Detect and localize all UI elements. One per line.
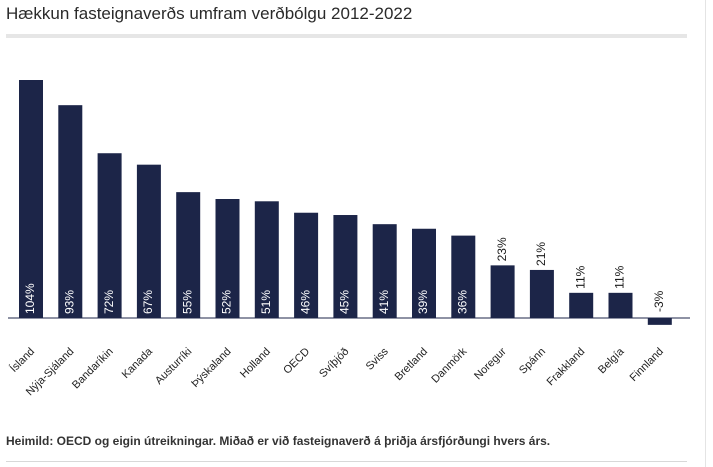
bar — [490, 265, 515, 318]
bar — [215, 199, 240, 318]
bar — [294, 212, 319, 318]
data-label: -3% — [652, 290, 666, 312]
bar — [569, 292, 594, 318]
bar — [529, 269, 554, 318]
data-label: 41% — [377, 290, 391, 314]
category-tick-label: Kanada — [120, 345, 156, 381]
bar — [19, 80, 43, 318]
data-label: 51% — [259, 290, 273, 314]
category-tick-label: Ísland — [7, 345, 37, 375]
data-label: 11% — [613, 265, 627, 288]
bar — [97, 153, 122, 318]
category-tick-label: Bandaríkin — [70, 346, 116, 392]
category-tick-label: Frakkland — [545, 346, 588, 389]
category-tick-label: Bretland — [393, 346, 430, 383]
data-label: 21% — [534, 242, 548, 266]
data-label: 55% — [180, 290, 194, 314]
bottom-divider — [6, 461, 687, 462]
chart-title: Hækkun fasteignaverðs umfram verðbólgu 2… — [6, 4, 413, 23]
data-label: 67% — [141, 290, 155, 314]
category-tick-label: Belgía — [596, 345, 627, 376]
category-tick-label: OECD — [281, 346, 312, 377]
frame-edge — [705, 0, 706, 467]
data-label: 36% — [455, 290, 469, 314]
category-tick-label: Noregur — [472, 345, 509, 382]
bar — [647, 318, 672, 325]
title-divider — [6, 34, 687, 38]
category-tick-label: Finnland — [628, 346, 666, 384]
category-tick-label: Holland — [238, 346, 273, 381]
category-tick-label: Svíþjóð — [317, 346, 351, 380]
data-label: 45% — [338, 290, 352, 314]
data-label: 93% — [62, 290, 76, 314]
category-tick-label: Sviss — [364, 345, 391, 372]
bar — [372, 224, 397, 318]
bar — [451, 235, 476, 318]
data-label: 23% — [495, 237, 509, 261]
bar — [176, 192, 201, 318]
bar-chart: 104%Ísland93%Nýja-Sjáland72%Bandaríkin67… — [7, 80, 690, 398]
bar — [333, 215, 358, 318]
bar — [608, 292, 633, 318]
category-tick-label: Spánn — [517, 346, 548, 377]
data-label: 39% — [416, 290, 430, 314]
data-label: 72% — [102, 290, 116, 314]
data-label: 52% — [220, 290, 234, 314]
bar — [58, 105, 83, 318]
category-tick-label: Þýskaland — [189, 346, 233, 390]
bar — [136, 164, 161, 318]
bar — [412, 228, 436, 318]
data-label: 46% — [298, 290, 312, 314]
data-label: 104% — [23, 283, 37, 314]
source-note: Heimild: OECD og eigin útreikningar. Mið… — [6, 434, 551, 448]
bar — [254, 201, 279, 318]
category-tick-label: Austurríki — [153, 346, 194, 387]
data-label: 11% — [573, 265, 587, 288]
category-tick-label: Danmörk — [429, 345, 469, 385]
